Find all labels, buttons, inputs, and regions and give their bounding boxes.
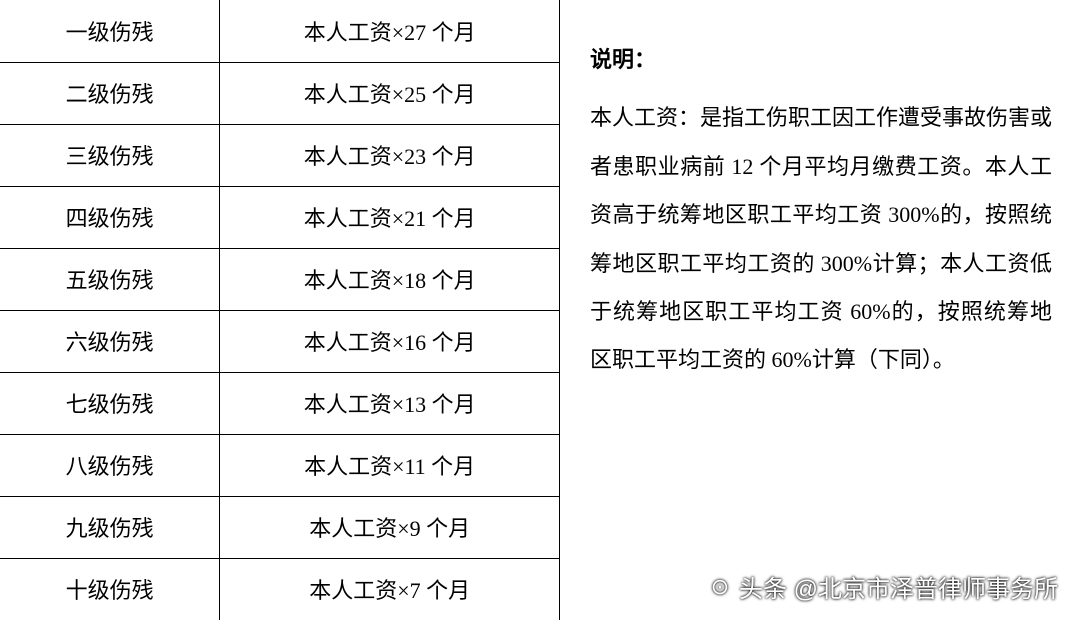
- table-row: 四级伤残 本人工资×21 个月: [0, 186, 560, 248]
- table-row: 三级伤残 本人工资×23 个月: [0, 124, 560, 186]
- cell-level: 八级伤残: [0, 434, 220, 496]
- cell-level: 二级伤残: [0, 62, 220, 124]
- cell-level: 三级伤残: [0, 124, 220, 186]
- cell-calc: 本人工资×21 个月: [220, 186, 560, 248]
- table-row: 五级伤残 本人工资×18 个月: [0, 248, 560, 310]
- cell-level: 九级伤残: [0, 496, 220, 558]
- explanation-panel: 说明： 本人工资：是指工伤职工因工作遭受事故伤害或者患职业病前 12 个月平均月…: [560, 0, 1052, 620]
- explanation-body: 本人工资：是指工伤职工因工作遭受事故伤害或者患职业病前 12 个月平均月缴费工资…: [590, 94, 1052, 384]
- cell-calc: 本人工资×9 个月: [220, 496, 560, 558]
- cell-calc: 本人工资×11 个月: [220, 434, 560, 496]
- cell-calc: 本人工资×27 个月: [220, 0, 560, 62]
- table-row: 十级伤残 本人工资×7 个月: [0, 558, 560, 620]
- page-container: 一级伤残 本人工资×27 个月 二级伤残 本人工资×25 个月 三级伤残 本人工…: [0, 0, 1080, 620]
- cell-calc: 本人工资×7 个月: [220, 558, 560, 620]
- table-row: 九级伤残 本人工资×9 个月: [0, 496, 560, 558]
- table-row: 八级伤残 本人工资×11 个月: [0, 434, 560, 496]
- compensation-table: 一级伤残 本人工资×27 个月 二级伤残 本人工资×25 个月 三级伤残 本人工…: [0, 0, 560, 620]
- table-body: 一级伤残 本人工资×27 个月 二级伤残 本人工资×25 个月 三级伤残 本人工…: [0, 0, 560, 620]
- explanation-heading: 说明：: [590, 36, 1052, 84]
- cell-calc: 本人工资×16 个月: [220, 310, 560, 372]
- compensation-table-wrap: 一级伤残 本人工资×27 个月 二级伤残 本人工资×25 个月 三级伤残 本人工…: [0, 0, 560, 620]
- table-row: 六级伤残 本人工资×16 个月: [0, 310, 560, 372]
- cell-level: 六级伤残: [0, 310, 220, 372]
- cell-calc: 本人工资×18 个月: [220, 248, 560, 310]
- cell-calc: 本人工资×25 个月: [220, 62, 560, 124]
- table-row: 一级伤残 本人工资×27 个月: [0, 0, 560, 62]
- cell-level: 四级伤残: [0, 186, 220, 248]
- table-row: 七级伤残 本人工资×13 个月: [0, 372, 560, 434]
- cell-level: 十级伤残: [0, 558, 220, 620]
- table-row: 二级伤残 本人工资×25 个月: [0, 62, 560, 124]
- cell-level: 一级伤残: [0, 0, 220, 62]
- cell-calc: 本人工资×13 个月: [220, 372, 560, 434]
- cell-level: 五级伤残: [0, 248, 220, 310]
- cell-level: 七级伤残: [0, 372, 220, 434]
- cell-calc: 本人工资×23 个月: [220, 124, 560, 186]
